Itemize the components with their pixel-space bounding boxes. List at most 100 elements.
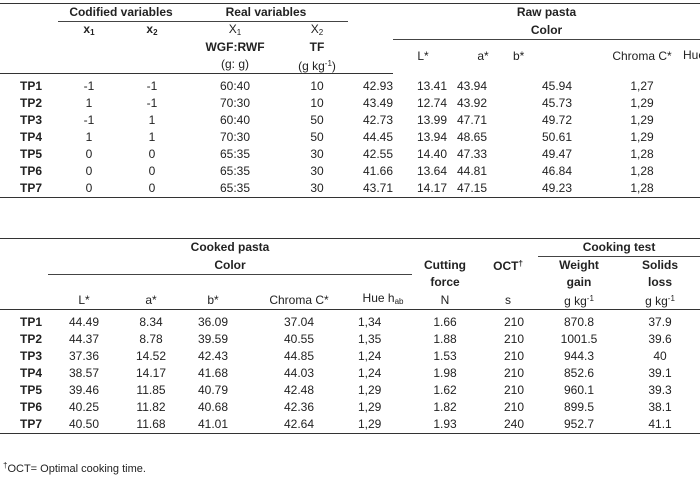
row-id-cell: TP5 [20, 382, 43, 397]
raw-hue-header: Hue hab [683, 47, 700, 62]
cooked-a-cell: 14.52 [135, 348, 167, 363]
cooked-hue-cell: 1,29 [358, 382, 382, 397]
x2-cell: -1 [146, 96, 158, 110]
X2-cell: 50 [310, 130, 324, 144]
spacer-cell [683, 163, 700, 180]
raw-chroma-cell: 45.73 [541, 96, 573, 110]
raw-L-cell: 43.49 [362, 96, 393, 110]
cooked-pasta-rows: TP1 44.49 8.34 36.09 37.04 1,34 1.66 210 870.8 37… [0, 309, 700, 434]
raw-chroma-cell: 45.94 [541, 78, 573, 93]
raw-chroma-cell: 46.84 [541, 164, 573, 178]
raw-color-header: Color [393, 21, 700, 40]
raw-chroma-cell: 49.23 [513, 180, 601, 198]
raw-b-cell: 44.81 [457, 164, 488, 178]
cooked-L-cell: 38.57 [68, 365, 100, 380]
solids-loss-cell: 39.6 [648, 331, 672, 346]
X1-header: X1 [228, 21, 242, 37]
oct-cell: 210 [503, 382, 525, 397]
cooked-hue-cell: 1,35 [358, 331, 382, 346]
solids-loss-cell: 41.1 [620, 415, 700, 434]
row-id-cell: TP1 [20, 79, 43, 93]
x2-cell: 0 [148, 164, 156, 178]
spacer-cell [683, 74, 700, 96]
raw-chroma-header: Chroma C* [612, 49, 672, 63]
cooked-chroma-cell: 42.36 [283, 399, 315, 414]
table-row: TP6 0 0 65:35 30 41.66 13.64 44.81 46.84 1,28 [0, 163, 700, 180]
oct-cell: 210 [503, 314, 525, 329]
spacer-cell [683, 112, 700, 129]
oct-cell: 210 [503, 365, 525, 380]
row-id-cell: TP7 [0, 415, 48, 434]
X1-cell: 70:30 [219, 130, 251, 144]
cooked-pasta-table: Cooked pasta Cooking test Color Cutting … [0, 238, 700, 434]
cooked-L-cell: 39.46 [68, 382, 100, 397]
raw-b-cell: 47.15 [453, 180, 513, 198]
raw-chroma-cell: 49.47 [541, 147, 573, 161]
cooked-hue-header: Hue hab [354, 291, 413, 310]
weight-gain-cell: 952.7 [538, 415, 621, 434]
raw-hue-cell: 1,28 [601, 180, 683, 198]
real-variables-header: Real variables [184, 3, 348, 22]
cooked-b-cell: 39.59 [197, 331, 229, 346]
x1-cell: 0 [85, 164, 93, 178]
cooked-L-cell: 37.36 [68, 348, 100, 363]
cutting-label: Cutting [424, 257, 466, 272]
table-row: TP7 0 0 65:35 30 43.71 14.17 47.15 49.23 1,28 [0, 180, 700, 198]
table-row: TP6 40.25 11.82 40.68 42.36 1,29 1.82 210 899.5 3… [0, 399, 700, 416]
solids-loss-cell: 38.1 [648, 399, 672, 414]
cooked-b-header: b* [182, 291, 244, 310]
row-id-cell: TP2 [20, 331, 43, 346]
weight-gain-cell: 852.6 [564, 365, 595, 380]
force-label: force [430, 275, 460, 290]
raw-pasta-header: Raw pasta [516, 5, 577, 20]
footnote-text: OCT= Optimal cooking time. [7, 463, 146, 475]
cooked-L-cell: 40.50 [48, 415, 120, 434]
table-row: TP3 -1 1 60:40 50 42.73 13.99 47.71 49.72 1,29 [0, 112, 700, 129]
x1-cell: 1 [85, 130, 93, 144]
raw-hue-cell: 1,29 [630, 113, 654, 127]
cooked-b-cell: 42.43 [197, 348, 229, 363]
weight-gain-cell: 899.5 [564, 399, 595, 414]
cooked-pasta-header: Cooked pasta [190, 240, 270, 255]
X1-cell: 60:40 [219, 79, 251, 93]
cooked-a-cell: 14.17 [135, 365, 167, 380]
X2-cell: 10 [310, 96, 324, 110]
wgf-rwf-unit: (g: g) [184, 56, 286, 74]
raw-L-cell: 44.45 [362, 130, 393, 144]
cooked-hue-cell: 1,24 [358, 365, 382, 380]
x1-header: x1 [83, 21, 95, 37]
raw-hue-cell: 1,28 [630, 147, 654, 161]
raw-a-cell: 13.99 [416, 113, 447, 127]
cooked-a-cell: 8.78 [139, 331, 163, 346]
solids-loss-cell: 39.3 [648, 382, 672, 397]
X2-cell: 30 [286, 180, 348, 198]
spacer-cell [683, 180, 700, 198]
raw-L-cell: 41.66 [362, 164, 393, 178]
table-row: TP7 40.50 11.68 41.01 42.64 1,29 1.93 240 952.7 4… [0, 415, 700, 434]
cooked-chroma-cell: 37.04 [283, 314, 315, 329]
cooked-chroma-cell: 42.48 [283, 382, 315, 397]
X2-cell: 30 [310, 164, 324, 178]
raw-hue-cell: 1,29 [630, 130, 654, 144]
raw-L-cell: 42.73 [362, 113, 393, 127]
table-row: TP4 1 1 70:30 50 44.45 13.94 48.65 50.61 1,29 [0, 129, 700, 146]
cooked-L-cell: 44.37 [68, 331, 100, 346]
cooked-b-cell: 41.68 [197, 365, 229, 380]
cooked-chroma-cell: 42.64 [244, 415, 354, 434]
raw-pasta-rows: TP1 -1 -1 60:40 10 42.93 13.41 43.94 45.94 1,27 TP… [0, 74, 700, 198]
oct-cell: 210 [503, 331, 525, 346]
table-row: TP5 39.46 11.85 40.79 42.48 1,29 1.62 210 960.1 3… [0, 382, 700, 399]
table-row: TP4 38.57 14.17 41.68 44.03 1,24 1.98 210 852.6 3… [0, 365, 700, 382]
raw-b-cell: 47.71 [457, 113, 488, 127]
cooked-L-cell: 40.25 [68, 399, 100, 414]
oct-cell: 210 [503, 399, 525, 414]
cooked-chroma-header: Chroma C* [244, 291, 354, 310]
solids-loss-unit: g kg-1 [620, 291, 700, 310]
raw-pasta-table: Codified variables Real variables Raw pa… [0, 3, 700, 198]
loss-label: loss [648, 275, 673, 290]
cooked-a-header: a* [120, 291, 182, 310]
cutting-force-cell: 1.66 [433, 314, 457, 329]
row-id-cell: TP3 [20, 348, 43, 363]
X1-cell: 60:40 [219, 113, 251, 127]
footnote-mark: † [3, 461, 8, 470]
